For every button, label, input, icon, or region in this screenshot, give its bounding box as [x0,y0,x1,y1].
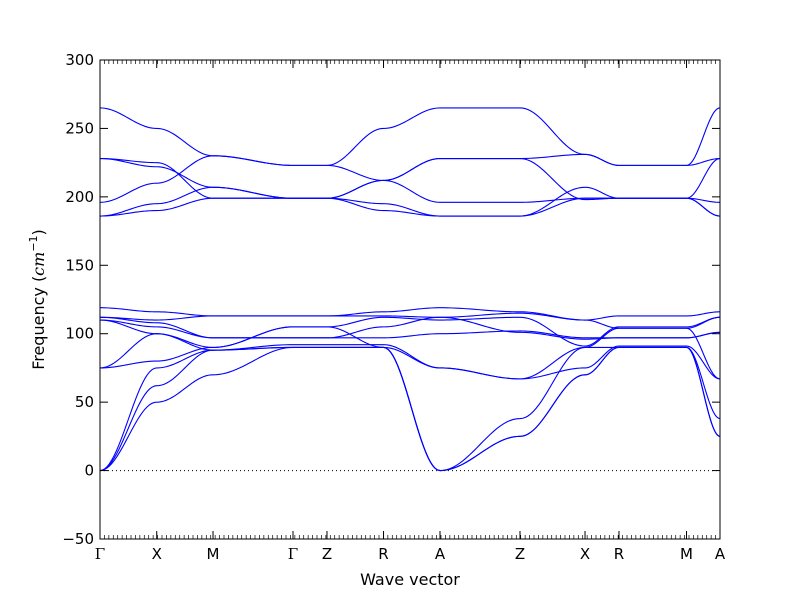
y-tick-label: 50 [75,393,94,411]
y-tick-label: 150 [65,256,94,274]
x-tick-label: M [680,545,693,563]
x-tick-label: X [580,545,590,563]
band-lines [99,107,721,472]
y-tick-label: 200 [65,188,94,206]
x-tick-label: Γ [288,545,298,563]
minor-tick-marks [99,60,721,539]
x-tick-label: R [378,545,388,563]
y-tick-label: −50 [62,530,94,548]
x-tick-label: A [435,545,446,563]
band-line-5 [99,333,721,380]
band-line-16 [99,107,721,166]
x-tick-label: X [152,545,162,563]
y-axis-label-close: ) [29,229,48,235]
x-tick-label: Γ [95,545,105,563]
band-line-3 [99,346,721,472]
plot-frame [99,59,721,540]
band-line-10 [99,307,721,321]
x-tick-label: Z [322,545,332,563]
y-axis-label-text: Frequency ( [29,276,48,370]
y-tick-label: 100 [65,325,94,343]
y-axis-ticks: −50 0 50 100 150 200 250 300 [62,51,720,548]
band-line-8 [99,316,721,340]
y-axis-label: Frequency (cm−1) [27,229,48,370]
y-tick-label: 250 [65,119,94,137]
y-axis-label-exponent: −1 [27,235,40,251]
x-tick-label: Z [515,545,525,563]
y-tick-label: 0 [84,462,94,480]
y-tick-label: 300 [65,51,94,69]
band-line-15 [99,157,721,201]
x-tick-label: R [614,545,624,563]
x-tick-label: A [715,545,726,563]
y-axis-label-unit: cm [29,252,48,276]
x-tick-label: M [207,545,220,563]
x-axis-label: Wave vector [360,570,460,589]
band-line-6 [99,316,721,348]
